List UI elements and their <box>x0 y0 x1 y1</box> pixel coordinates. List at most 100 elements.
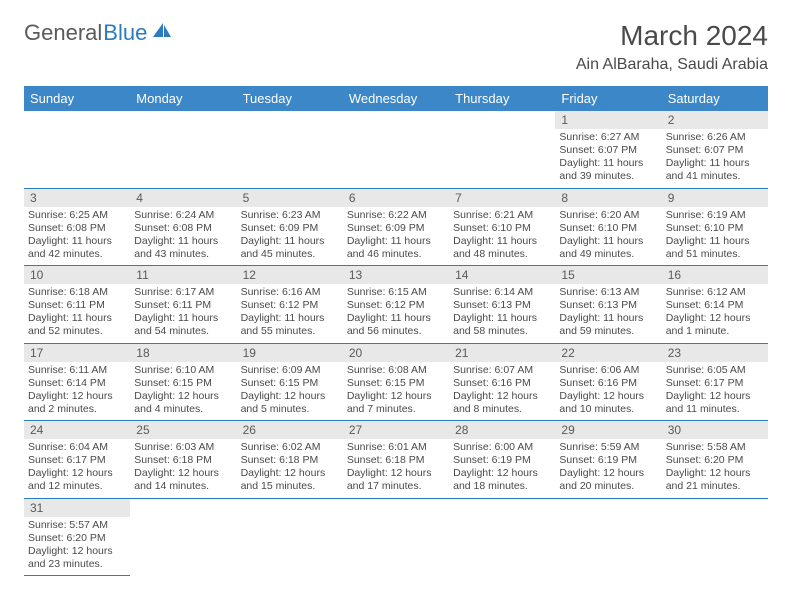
day-details: Sunrise: 6:11 AMSunset: 6:14 PMDaylight:… <box>24 362 130 421</box>
calendar-day: 16Sunrise: 6:12 AMSunset: 6:14 PMDayligh… <box>662 266 768 344</box>
day-number: 16 <box>662 266 768 284</box>
day-number: 30 <box>662 421 768 439</box>
calendar-row: 17Sunrise: 6:11 AMSunset: 6:14 PMDayligh… <box>24 343 768 421</box>
calendar-empty <box>555 498 661 576</box>
day-number: 8 <box>555 189 661 207</box>
weekday-header: Thursday <box>449 86 555 111</box>
day-details: Sunrise: 6:16 AMSunset: 6:12 PMDaylight:… <box>237 284 343 343</box>
day-number: 31 <box>24 499 130 517</box>
day-details: Sunrise: 6:07 AMSunset: 6:16 PMDaylight:… <box>449 362 555 421</box>
calendar-day: 18Sunrise: 6:10 AMSunset: 6:15 PMDayligh… <box>130 343 236 421</box>
day-details: Sunrise: 5:57 AMSunset: 6:20 PMDaylight:… <box>24 517 130 576</box>
day-number: 12 <box>237 266 343 284</box>
day-number: 26 <box>237 421 343 439</box>
day-number: 14 <box>449 266 555 284</box>
calendar-empty <box>130 111 236 188</box>
day-details: Sunrise: 6:14 AMSunset: 6:13 PMDaylight:… <box>449 284 555 343</box>
day-number: 9 <box>662 189 768 207</box>
calendar-row: 3Sunrise: 6:25 AMSunset: 6:08 PMDaylight… <box>24 188 768 266</box>
day-number: 25 <box>130 421 236 439</box>
day-details: Sunrise: 6:01 AMSunset: 6:18 PMDaylight:… <box>343 439 449 498</box>
day-details: Sunrise: 6:12 AMSunset: 6:14 PMDaylight:… <box>662 284 768 343</box>
day-number: 24 <box>24 421 130 439</box>
month-title: March 2024 <box>576 20 768 52</box>
title-block: March 2024 Ain AlBaraha, Saudi Arabia <box>576 20 768 74</box>
day-details: Sunrise: 6:15 AMSunset: 6:12 PMDaylight:… <box>343 284 449 343</box>
calendar-day: 8Sunrise: 6:20 AMSunset: 6:10 PMDaylight… <box>555 188 661 266</box>
day-details: Sunrise: 6:22 AMSunset: 6:09 PMDaylight:… <box>343 207 449 266</box>
calendar-row: 24Sunrise: 6:04 AMSunset: 6:17 PMDayligh… <box>24 421 768 499</box>
weekday-header: Tuesday <box>237 86 343 111</box>
calendar-day: 27Sunrise: 6:01 AMSunset: 6:18 PMDayligh… <box>343 421 449 499</box>
day-number: 1 <box>555 111 661 129</box>
day-number: 22 <box>555 344 661 362</box>
calendar-day: 11Sunrise: 6:17 AMSunset: 6:11 PMDayligh… <box>130 266 236 344</box>
day-number: 20 <box>343 344 449 362</box>
sail-icon <box>151 21 173 39</box>
day-number: 17 <box>24 344 130 362</box>
day-details: Sunrise: 6:00 AMSunset: 6:19 PMDaylight:… <box>449 439 555 498</box>
day-details: Sunrise: 6:02 AMSunset: 6:18 PMDaylight:… <box>237 439 343 498</box>
day-number: 3 <box>24 189 130 207</box>
weekday-header: Friday <box>555 86 661 111</box>
day-details: Sunrise: 6:04 AMSunset: 6:17 PMDaylight:… <box>24 439 130 498</box>
day-number: 10 <box>24 266 130 284</box>
day-number: 23 <box>662 344 768 362</box>
calendar-empty <box>237 498 343 576</box>
calendar-day: 24Sunrise: 6:04 AMSunset: 6:17 PMDayligh… <box>24 421 130 499</box>
calendar-day: 2Sunrise: 6:26 AMSunset: 6:07 PMDaylight… <box>662 111 768 188</box>
calendar-day: 6Sunrise: 6:22 AMSunset: 6:09 PMDaylight… <box>343 188 449 266</box>
day-details: Sunrise: 5:59 AMSunset: 6:19 PMDaylight:… <box>555 439 661 498</box>
calendar-empty <box>130 498 236 576</box>
calendar-empty <box>662 498 768 576</box>
day-details: Sunrise: 6:23 AMSunset: 6:09 PMDaylight:… <box>237 207 343 266</box>
day-number: 11 <box>130 266 236 284</box>
calendar-row: 1Sunrise: 6:27 AMSunset: 6:07 PMDaylight… <box>24 111 768 188</box>
day-details: Sunrise: 6:24 AMSunset: 6:08 PMDaylight:… <box>130 207 236 266</box>
day-number: 13 <box>343 266 449 284</box>
weekday-header: Sunday <box>24 86 130 111</box>
calendar-table: SundayMondayTuesdayWednesdayThursdayFrid… <box>24 86 768 576</box>
location: Ain AlBaraha, Saudi Arabia <box>576 56 768 74</box>
day-details: Sunrise: 6:25 AMSunset: 6:08 PMDaylight:… <box>24 207 130 266</box>
day-number: 18 <box>130 344 236 362</box>
calendar-day: 29Sunrise: 5:59 AMSunset: 6:19 PMDayligh… <box>555 421 661 499</box>
calendar-empty <box>449 498 555 576</box>
weekday-header: Monday <box>130 86 236 111</box>
calendar-day: 10Sunrise: 6:18 AMSunset: 6:11 PMDayligh… <box>24 266 130 344</box>
day-details: Sunrise: 5:58 AMSunset: 6:20 PMDaylight:… <box>662 439 768 498</box>
calendar-empty <box>343 111 449 188</box>
day-number: 5 <box>237 189 343 207</box>
calendar-day: 26Sunrise: 6:02 AMSunset: 6:18 PMDayligh… <box>237 421 343 499</box>
day-details: Sunrise: 6:26 AMSunset: 6:07 PMDaylight:… <box>662 129 768 188</box>
calendar-day: 7Sunrise: 6:21 AMSunset: 6:10 PMDaylight… <box>449 188 555 266</box>
day-number: 27 <box>343 421 449 439</box>
day-details: Sunrise: 6:19 AMSunset: 6:10 PMDaylight:… <box>662 207 768 266</box>
day-details: Sunrise: 6:03 AMSunset: 6:18 PMDaylight:… <box>130 439 236 498</box>
calendar-body: 1Sunrise: 6:27 AMSunset: 6:07 PMDaylight… <box>24 111 768 576</box>
day-details: Sunrise: 6:09 AMSunset: 6:15 PMDaylight:… <box>237 362 343 421</box>
calendar-day: 30Sunrise: 5:58 AMSunset: 6:20 PMDayligh… <box>662 421 768 499</box>
calendar-empty <box>449 111 555 188</box>
day-number: 19 <box>237 344 343 362</box>
day-details: Sunrise: 6:18 AMSunset: 6:11 PMDaylight:… <box>24 284 130 343</box>
day-number: 4 <box>130 189 236 207</box>
logo-text-blue: Blue <box>103 20 147 46</box>
weekday-header-row: SundayMondayTuesdayWednesdayThursdayFrid… <box>24 86 768 111</box>
day-number: 28 <box>449 421 555 439</box>
calendar-row: 10Sunrise: 6:18 AMSunset: 6:11 PMDayligh… <box>24 266 768 344</box>
calendar-day: 14Sunrise: 6:14 AMSunset: 6:13 PMDayligh… <box>449 266 555 344</box>
day-details: Sunrise: 6:10 AMSunset: 6:15 PMDaylight:… <box>130 362 236 421</box>
calendar-day: 1Sunrise: 6:27 AMSunset: 6:07 PMDaylight… <box>555 111 661 188</box>
day-details: Sunrise: 6:17 AMSunset: 6:11 PMDaylight:… <box>130 284 236 343</box>
calendar-day: 19Sunrise: 6:09 AMSunset: 6:15 PMDayligh… <box>237 343 343 421</box>
calendar-row: 31Sunrise: 5:57 AMSunset: 6:20 PMDayligh… <box>24 498 768 576</box>
day-number: 21 <box>449 344 555 362</box>
day-details: Sunrise: 6:08 AMSunset: 6:15 PMDaylight:… <box>343 362 449 421</box>
day-details: Sunrise: 6:05 AMSunset: 6:17 PMDaylight:… <box>662 362 768 421</box>
logo-text-general: General <box>24 20 102 46</box>
calendar-day: 28Sunrise: 6:00 AMSunset: 6:19 PMDayligh… <box>449 421 555 499</box>
day-number: 7 <box>449 189 555 207</box>
day-number: 2 <box>662 111 768 129</box>
calendar-day: 21Sunrise: 6:07 AMSunset: 6:16 PMDayligh… <box>449 343 555 421</box>
